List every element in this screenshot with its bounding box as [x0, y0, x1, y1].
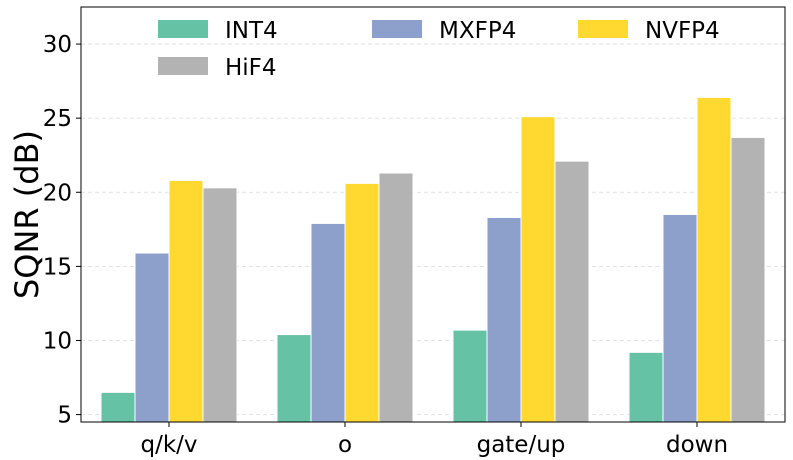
y-tick-label: 20 [43, 180, 72, 206]
bar-hif4-1 [378, 172, 414, 423]
bar-nvfp4-2 [520, 116, 556, 423]
legend-label: HiF4 [225, 55, 277, 81]
legend-label: NVFP4 [645, 18, 720, 44]
bar-mxfp4-0 [134, 252, 170, 423]
legend-item-mxfp4: MXFP4 [372, 18, 516, 44]
legend-swatch [158, 57, 208, 75]
legend-label: INT4 [225, 18, 278, 44]
bar-int4-1 [276, 334, 312, 423]
bar-int4-2 [452, 329, 488, 423]
bar-mxfp4-3 [662, 214, 698, 423]
x-tick-label: o [338, 432, 352, 458]
x-tick-label: q/k/v [140, 432, 197, 458]
bar-mxfp4-2 [486, 216, 522, 423]
legend-item-hif4: HiF4 [158, 55, 277, 81]
y-tick-label: 15 [43, 254, 72, 280]
x-ticks: q/k/v o gate/up down [140, 422, 728, 458]
legend-swatch [578, 20, 628, 38]
x-tick-label: down [666, 432, 728, 458]
legend-label: MXFP4 [439, 18, 516, 44]
bar-int4-0 [100, 391, 136, 423]
legend-item-nvfp4: NVFP4 [578, 18, 720, 44]
y-axis-label: SQNR (dB) [8, 130, 46, 299]
bar-nvfp4-3 [696, 96, 732, 423]
y-tick-label: 5 [57, 403, 72, 429]
y-tick-label: 10 [43, 328, 72, 354]
bar-hif4-0 [202, 187, 238, 423]
legend-swatch [372, 20, 422, 38]
bar-hif4-3 [730, 136, 766, 423]
plot-frame [80, 6, 786, 423]
y-tick-label: 25 [43, 106, 72, 132]
y-ticks: 5 10 15 20 25 30 [43, 32, 81, 429]
bars [100, 96, 766, 423]
bar-nvfp4-1 [344, 182, 380, 423]
bar-hif4-2 [554, 160, 590, 423]
bar-mxfp4-1 [310, 222, 346, 423]
bar-nvfp4-0 [168, 179, 204, 423]
bar-int4-3 [628, 351, 664, 423]
x-tick-label: gate/up [477, 432, 566, 458]
y-tick-label: 30 [43, 32, 72, 58]
legend: INT4 MXFP4 NVFP4 HiF4 [158, 18, 720, 81]
grid-lines [81, 43, 785, 415]
legend-item-int4: INT4 [158, 18, 278, 44]
legend-swatch [158, 20, 208, 38]
